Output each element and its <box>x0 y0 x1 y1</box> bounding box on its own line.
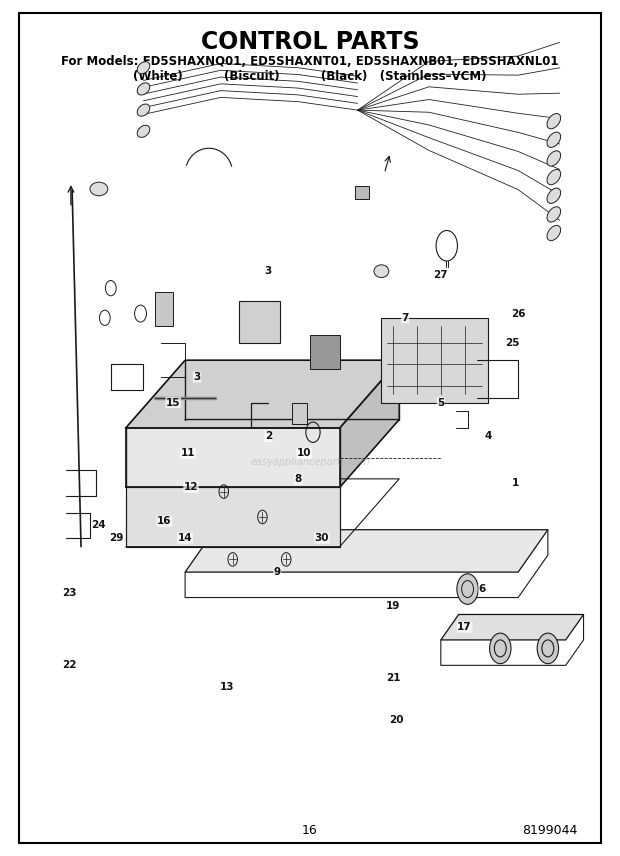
Polygon shape <box>126 360 399 428</box>
Text: 8: 8 <box>294 474 302 484</box>
Ellipse shape <box>547 169 560 185</box>
Polygon shape <box>441 615 583 640</box>
Ellipse shape <box>137 62 150 74</box>
Text: 29: 29 <box>110 533 124 544</box>
Text: 7: 7 <box>402 312 409 323</box>
Text: 10: 10 <box>297 449 311 459</box>
Text: 25: 25 <box>505 338 520 348</box>
Circle shape <box>537 633 559 663</box>
Circle shape <box>457 574 478 604</box>
Circle shape <box>490 633 511 663</box>
Text: (White)          (Biscuit)          (Black)   (Stainless–VCM): (White) (Biscuit) (Black) (Stainless–VCM… <box>133 69 487 83</box>
Text: 13: 13 <box>219 681 234 692</box>
Bar <box>310 335 340 369</box>
Ellipse shape <box>547 207 560 222</box>
Text: 17: 17 <box>458 622 472 633</box>
Text: 24: 24 <box>92 520 106 531</box>
Bar <box>292 402 307 424</box>
Ellipse shape <box>547 225 560 241</box>
Text: 5: 5 <box>437 397 445 407</box>
Text: 14: 14 <box>178 533 192 544</box>
Text: 23: 23 <box>62 588 76 598</box>
Ellipse shape <box>547 114 560 128</box>
Text: 19: 19 <box>386 601 401 611</box>
Ellipse shape <box>547 132 560 147</box>
Text: 26: 26 <box>511 308 525 318</box>
Text: 8199044: 8199044 <box>522 824 578 837</box>
Text: 16: 16 <box>157 516 172 526</box>
Ellipse shape <box>137 83 150 95</box>
Ellipse shape <box>137 125 150 138</box>
Polygon shape <box>126 487 340 547</box>
Text: 11: 11 <box>181 449 195 459</box>
Text: CONTROL PARTS: CONTROL PARTS <box>201 30 419 54</box>
Bar <box>156 293 173 326</box>
Bar <box>381 318 489 402</box>
Text: 1: 1 <box>512 479 519 488</box>
Polygon shape <box>340 360 399 487</box>
Text: 9: 9 <box>274 568 281 577</box>
Text: 16: 16 <box>302 824 318 837</box>
Ellipse shape <box>137 104 150 116</box>
Text: 22: 22 <box>62 660 76 670</box>
Text: 21: 21 <box>386 673 401 683</box>
Text: 27: 27 <box>433 270 448 281</box>
Text: 6: 6 <box>479 584 486 594</box>
Text: 3: 3 <box>193 372 201 382</box>
Ellipse shape <box>547 151 560 166</box>
Bar <box>355 187 370 199</box>
Polygon shape <box>126 428 340 487</box>
Ellipse shape <box>90 182 108 196</box>
Text: For Models: ED5SHAXNQ01, ED5SHAXNT01, ED5SHAXNB01, ED5SHAXNL01: For Models: ED5SHAXNQ01, ED5SHAXNT01, ED… <box>61 56 559 68</box>
Text: 15: 15 <box>166 397 180 407</box>
Text: 2: 2 <box>265 431 272 442</box>
Text: 30: 30 <box>314 533 329 544</box>
Text: 3: 3 <box>265 266 272 276</box>
Polygon shape <box>185 530 548 572</box>
Text: easyapplianceparts.com: easyapplianceparts.com <box>250 457 370 467</box>
Text: 4: 4 <box>485 431 492 442</box>
Ellipse shape <box>374 265 389 277</box>
Text: 20: 20 <box>389 716 404 725</box>
Ellipse shape <box>547 188 560 204</box>
Bar <box>239 300 280 343</box>
Text: 12: 12 <box>184 482 198 492</box>
